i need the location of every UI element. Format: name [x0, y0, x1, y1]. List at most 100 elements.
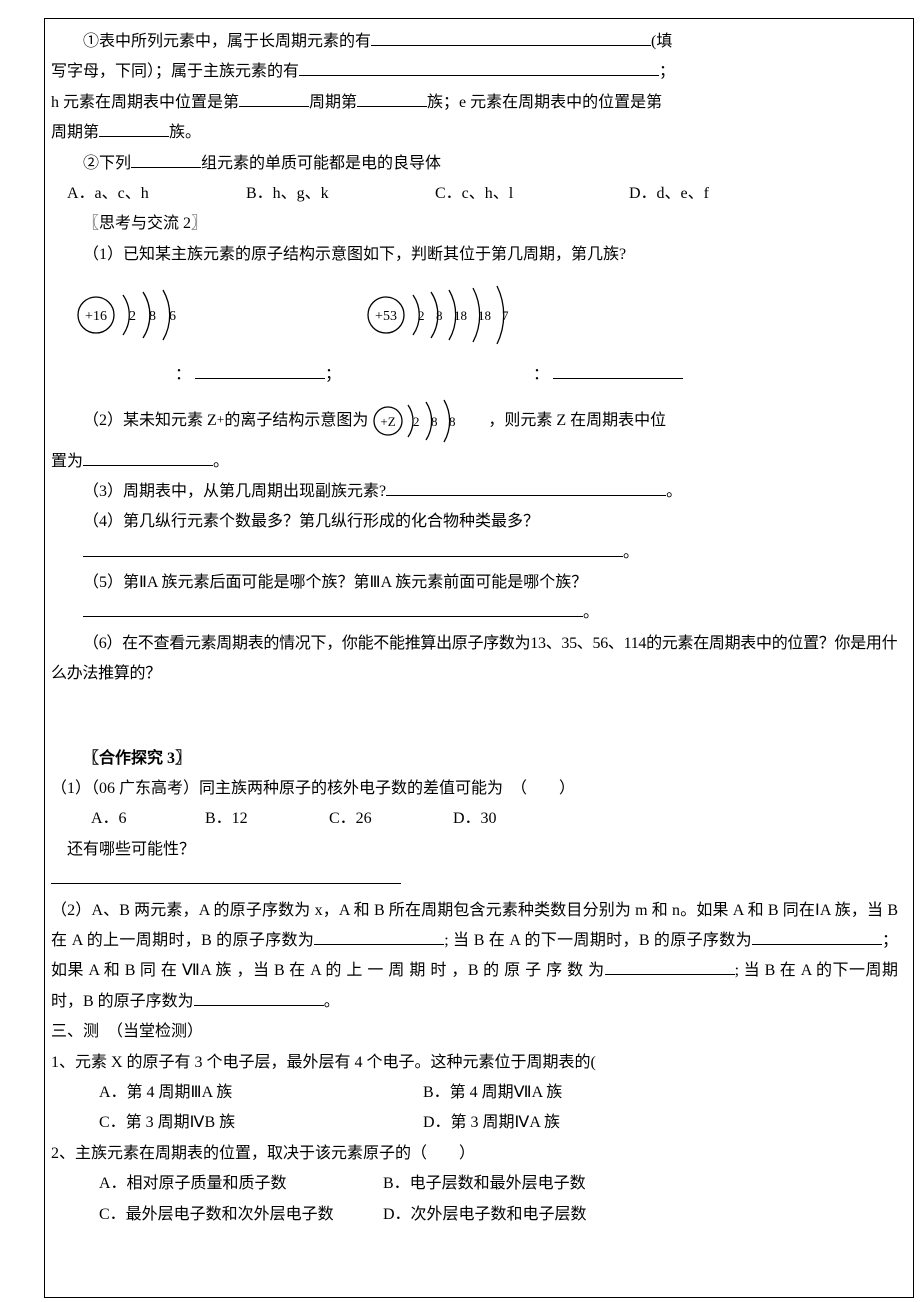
q1-line5: ②下列 组元素的单质可能都是电的良导体: [51, 149, 898, 179]
blank: [605, 960, 735, 975]
test3-q1-row2: C．第 3 周期ⅣB 族 D．第 3 周期ⅣA 族: [51, 1108, 898, 1138]
think2-q2-line2: 置为 。: [51, 447, 898, 477]
option-d: D．第 3 周期ⅣA 族: [423, 1108, 560, 1138]
test3-title: 三、测 （当堂检测）: [51, 1017, 898, 1047]
blank: [194, 991, 324, 1006]
option-d: D．次外层电子数和电子层数: [383, 1200, 587, 1230]
blank: [553, 364, 683, 379]
test3-q2-row1: A．相对原子质量和质子数 B．电子层数和最外层电子数: [51, 1169, 898, 1199]
blank: [83, 450, 213, 465]
atom-diagram-z: +Z 2 8 8: [368, 395, 488, 447]
option-c: C．最外层电子数和次外层电子数: [99, 1200, 379, 1230]
svg-text:2: 2: [413, 414, 420, 429]
option-b: B．12: [205, 804, 325, 834]
think2-q2-row: （2）某未知元素 Z+的离子结构示意图为 +Z 2 8 8 ，则元素 Z 在周期…: [51, 395, 898, 447]
coop3-q2e: 。: [324, 993, 340, 1010]
think2-q3a: （3）周期表中，从第几周期出现副族元素?: [83, 483, 386, 500]
q1-line1: ①表中所列元素中，属于长周期元素的有 (填: [51, 27, 898, 57]
q1-line2: 写字母，下同）；属于主族元素的有 ；: [51, 57, 898, 87]
q1-line3: h 元素在周期表中位置是第 周期第 族；e 元素在周期表中的位置是第: [51, 88, 898, 118]
think2-q4-line: 。: [51, 538, 898, 568]
sup-plus: +: [217, 409, 225, 432]
blank: [83, 602, 583, 617]
q1-l2b: ；: [659, 63, 675, 80]
svg-text:+53: +53: [375, 309, 397, 324]
svg-text:8: 8: [436, 308, 443, 323]
q1-l3b: 周期第: [309, 94, 357, 111]
option-a: A．相对原子质量和质子数: [99, 1169, 379, 1199]
option-a: A．第 4 周期ⅢA 族: [99, 1078, 419, 1108]
test3-q1: 1、元素 X 的原子有 3 个电子层，最外层有 4 个电子。这种元素位于周期表的…: [51, 1048, 898, 1078]
q1-l3a: h 元素在周期表中位置是第: [51, 94, 239, 111]
think2-q5: （5）第ⅡA 族元素后面可能是哪个族？第ⅢA 族元素前面可能是哪个族？: [51, 568, 898, 598]
period: 。: [623, 544, 639, 561]
blank: [51, 869, 401, 884]
side-column: [854, 18, 914, 1298]
q1-l1b: (填: [651, 33, 672, 50]
svg-text:7: 7: [502, 308, 509, 323]
think2-q6: （6）在不查看元素周期表的情况下，你能不能推算出原子序数为13、35、56、11…: [51, 629, 898, 690]
think2-q4: （4）第几纵行元素个数最多？第几纵行形成的化合物种类最多？: [51, 507, 898, 537]
q1-l2a: 写字母，下同）；属于主族元素的有: [51, 63, 299, 80]
blank: [99, 122, 169, 137]
main-column: ①表中所列元素中，属于长周期元素的有 (填 写字母，下同）；属于主族元素的有 ； h…: [44, 18, 904, 1298]
svg-text:8: 8: [431, 414, 438, 429]
q1-line4: 周期第 族。: [51, 118, 898, 148]
svg-text:2: 2: [418, 308, 425, 323]
svg-text:8: 8: [149, 309, 156, 324]
q1-l4b: 族。: [169, 124, 201, 141]
atom-diagram-16: +16 2 8 6: [71, 280, 201, 350]
think2-q2c: ，则元素 Z 在周期表中位: [488, 407, 666, 434]
coop3-q1-options: A．6 B．12 C．26 D．30: [51, 804, 898, 834]
svg-text:+16: +16: [85, 309, 107, 324]
blank: [131, 152, 201, 167]
coop3-q1: （1）（06 广东高考）同主族两种原子的核外电子数的差值可能为 （ ）: [51, 774, 898, 804]
think2-q2a: （2）某未知元素 Z: [83, 407, 217, 434]
svg-text:18: 18: [478, 308, 491, 323]
sep: ；: [325, 366, 341, 383]
think2-q1: （1）已知某主族元素的原子结构示意图如下，判断其位于第几周期，第几族?: [51, 240, 898, 270]
q1-l3c: 族；e 元素在周期表中的位置是第: [427, 94, 662, 111]
svg-text:2: 2: [129, 309, 136, 324]
q1-l5a: ②下列: [83, 155, 131, 172]
blank: [299, 61, 659, 76]
atom-diagram-row: +16 2 8 6 +53 2 8 18 18 7: [51, 270, 898, 360]
option-b: B．第 4 周期ⅦA 族: [423, 1078, 562, 1108]
q1-l4a: 周期第: [51, 124, 99, 141]
think2-q3b: 。: [666, 483, 682, 500]
think2-title: 〖思考与交流 2〗: [51, 209, 898, 239]
option-d: D．30: [453, 804, 497, 834]
q1-l1a: ①表中所列元素中，属于长周期元素的有: [83, 33, 371, 50]
coop3-q2: （2）A、B 两元素，A 的原子序数为 x，A 和 B 所在周期包含元素种类数目…: [51, 896, 898, 1018]
option-c: C．c、h、l: [435, 179, 625, 209]
option-c: C．26: [329, 804, 449, 834]
blank: [195, 364, 325, 379]
think2-q2d: 置为: [51, 453, 83, 470]
blank: [371, 31, 651, 46]
test3-q1-row1: A．第 4 周期ⅢA 族 B．第 4 周期ⅦA 族: [51, 1078, 898, 1108]
coop3-also-line: [51, 865, 898, 895]
option-b: B．电子层数和最外层电子数: [383, 1169, 586, 1199]
colon: ：: [533, 366, 549, 383]
option-a: A．a、c、h: [67, 179, 242, 209]
svg-text:18: 18: [454, 308, 467, 323]
blank: [83, 542, 623, 557]
think2-atom-answer-line: ：； ：: [51, 360, 898, 390]
q1-options: A．a、c、h B．h、g、k C．c、h、l D．d、e、f: [51, 179, 898, 209]
option-c: C．第 3 周期ⅣB 族: [99, 1108, 419, 1138]
test3-q2-row2: C．最外层电子数和次外层电子数 D．次外层电子数和电子层数: [51, 1200, 898, 1230]
blank: [239, 92, 309, 107]
option-d: D．d、e、f: [629, 179, 709, 209]
blank: [314, 930, 444, 945]
period: 。: [583, 604, 599, 621]
option-b: B．h、g、k: [246, 179, 431, 209]
blank: [357, 92, 427, 107]
svg-text:+Z: +Z: [381, 414, 396, 429]
svg-text:6: 6: [169, 309, 176, 324]
svg-text:8: 8: [449, 414, 456, 429]
think2-q2e: 。: [213, 453, 229, 470]
think2-q3: （3）周期表中，从第几周期出现副族元素? 。: [51, 477, 898, 507]
coop3-title: 〖合作探究 3〗: [51, 744, 898, 774]
test3-q2: 2、主族元素在周期表的位置，取决于该元素原子的（ ）: [51, 1139, 898, 1169]
q1-l5b: 组元素的单质可能都是电的良导体: [201, 155, 441, 172]
